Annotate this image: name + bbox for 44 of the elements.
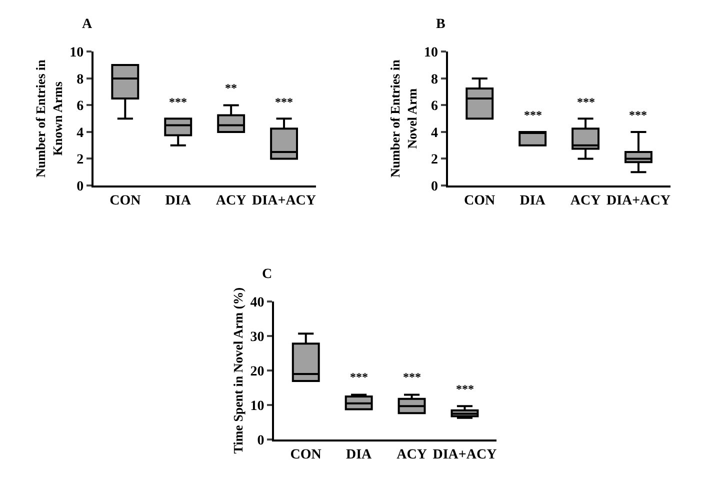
x-tick-label: DIA bbox=[520, 193, 546, 208]
y-tick-label: 6 bbox=[431, 99, 438, 114]
y-tick-label: 0 bbox=[257, 434, 264, 449]
annotation: *** bbox=[577, 95, 595, 109]
y-tick-label: 6 bbox=[76, 99, 84, 114]
x-tick-label: CON bbox=[464, 193, 496, 208]
y-tick-label: 20 bbox=[250, 364, 264, 380]
x-tick-label: DIA+ACY bbox=[252, 193, 316, 208]
chart-title: C bbox=[262, 267, 272, 282]
annotation: *** bbox=[456, 382, 474, 396]
annotation: *** bbox=[169, 95, 187, 109]
x-tick-label: DIA+ACY bbox=[606, 193, 670, 208]
annotation: *** bbox=[629, 108, 647, 122]
chart-title: A bbox=[82, 17, 93, 32]
x-tick-label: CON bbox=[290, 448, 322, 462]
x-tick-label: CON bbox=[110, 193, 141, 208]
y-axis-title: Time Spent in Novel Arm (%) bbox=[230, 287, 246, 454]
y-tick-label: 10 bbox=[424, 46, 438, 61]
chart-title: B bbox=[436, 17, 446, 32]
x-tick-label: DIA bbox=[346, 448, 373, 462]
x-tick-label: ACY bbox=[396, 448, 427, 462]
y-tick-label: 0 bbox=[76, 179, 84, 194]
annotation: *** bbox=[403, 370, 421, 384]
x-tick-label: DIA bbox=[165, 193, 192, 208]
y-tick-label: 30 bbox=[250, 330, 264, 345]
y-axis-title: Number of Entries in Novel Arm bbox=[388, 58, 420, 178]
x-tick-label: ACY bbox=[570, 193, 601, 208]
y-axis-title: Number of Entries in Known Arms bbox=[33, 58, 66, 178]
y-tick-label: 8 bbox=[431, 72, 438, 88]
x-tick-label: ACY bbox=[216, 193, 246, 208]
y-tick-label: 2 bbox=[431, 152, 438, 168]
y-tick-label: 10 bbox=[70, 46, 84, 61]
annotation: *** bbox=[275, 95, 293, 109]
annotation: ** bbox=[225, 81, 237, 95]
y-tick-label: 40 bbox=[250, 295, 264, 310]
x-tick-label: DIA+ACY bbox=[432, 448, 497, 462]
y-tick-label: 2 bbox=[76, 152, 84, 168]
y-tick-label: 0 bbox=[431, 179, 438, 194]
annotation: *** bbox=[524, 108, 542, 122]
annotation: *** bbox=[350, 370, 368, 384]
y-tick-label: 10 bbox=[250, 399, 264, 414]
y-tick-label: 8 bbox=[76, 72, 84, 88]
y-tick-label: 4 bbox=[76, 126, 84, 141]
y-tick-label: 4 bbox=[431, 126, 438, 141]
